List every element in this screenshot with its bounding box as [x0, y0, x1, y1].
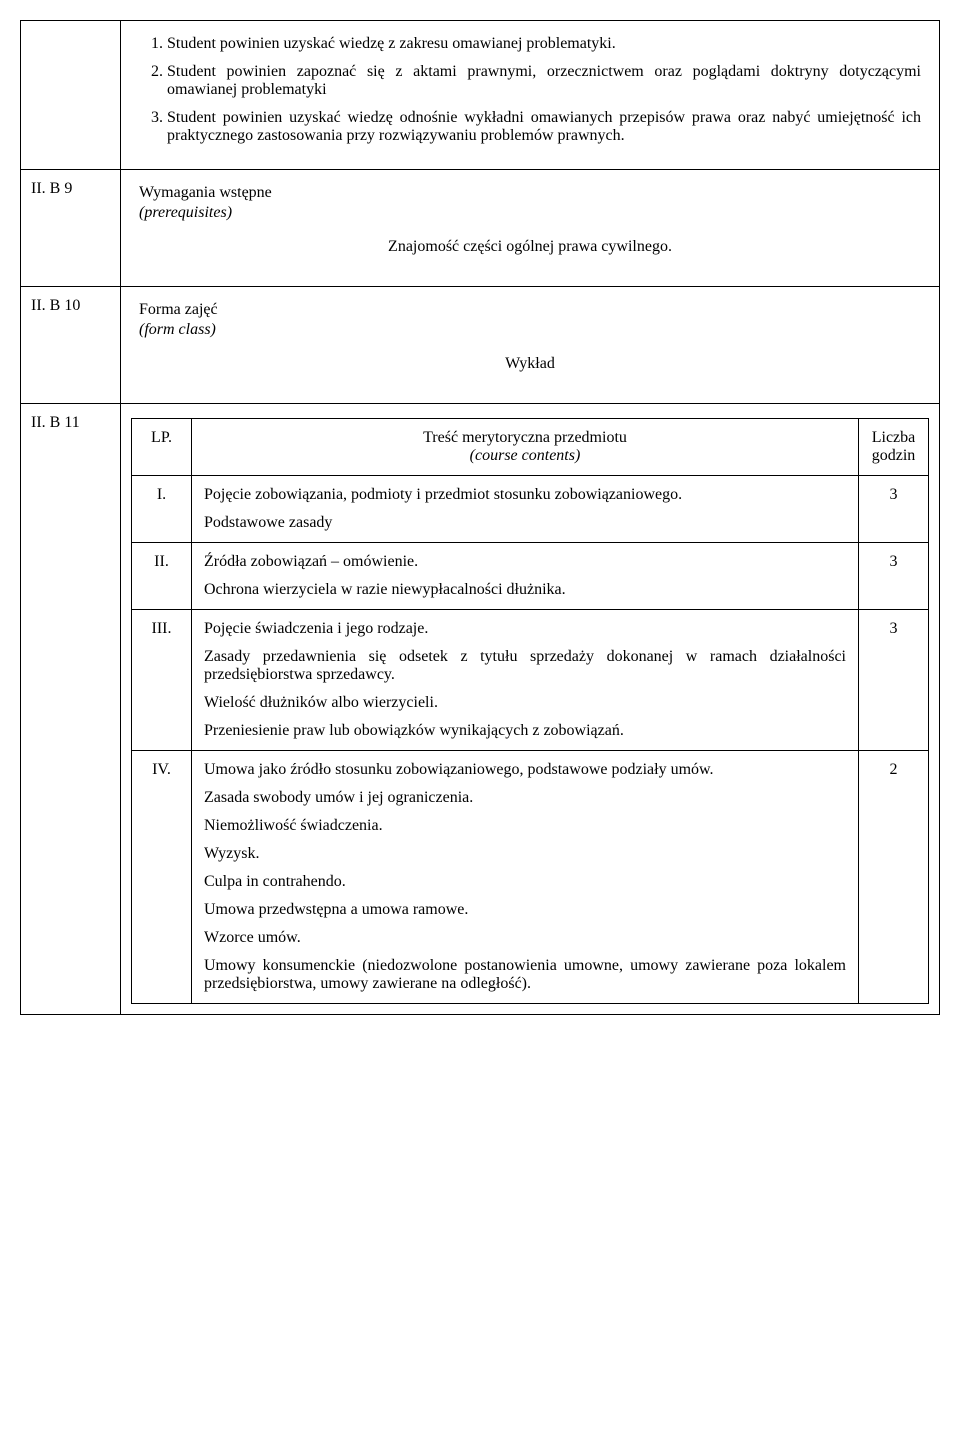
list-item: Student powinien uzyskać wiedzę z zakres…: [167, 35, 921, 53]
list-item: Student powinien uzyskać wiedzę odnośnie…: [167, 109, 921, 145]
table-row: III. Pojęcie świadczenia i jego rodzaje.…: [132, 610, 929, 751]
cell-lp: IV.: [132, 751, 192, 1004]
row-b10-code: II. B 10: [21, 287, 121, 403]
cell-lp: III.: [132, 610, 192, 751]
content-para: Wzorce umów.: [204, 929, 846, 947]
row-b9-code: II. B 9: [21, 170, 121, 286]
cell-hours: 3: [859, 543, 929, 610]
cell-hours: 2: [859, 751, 929, 1004]
cell-content: Pojęcie zobowiązania, podmioty i przedmi…: [192, 476, 859, 543]
table-header-row: LP. Treść merytoryczna przedmiotu (cours…: [132, 419, 929, 476]
row-top-code: [21, 21, 121, 169]
header-lp: LP.: [132, 419, 192, 476]
content-para: Zasady przedawnienia się odsetek z tytuł…: [204, 648, 846, 684]
course-contents-table: LP. Treść merytoryczna przedmiotu (cours…: [131, 418, 929, 1004]
b10-title-en: (form class): [139, 321, 921, 339]
content-para: Wielość dłużników albo wierzycieli.: [204, 694, 846, 712]
row-b9: II. B 9 Wymagania wstępne (prerequisites…: [21, 170, 939, 287]
cell-content: Pojęcie świadczenia i jego rodzaje. Zasa…: [192, 610, 859, 751]
document-table: Student powinien uzyskać wiedzę z zakres…: [20, 20, 940, 1015]
header-content-title: Treść merytoryczna przedmiotu: [204, 429, 846, 447]
content-para: Źródła zobowiązań – omówienie.: [204, 553, 846, 571]
row-b11-content: LP. Treść merytoryczna przedmiotu (cours…: [121, 404, 939, 1014]
cell-hours: 3: [859, 610, 929, 751]
b9-body: Znajomość części ogólnej prawa cywilnego…: [139, 238, 921, 256]
header-content-en: (course contents): [204, 447, 846, 465]
list-item: Student powinien zapoznać się z aktami p…: [167, 63, 921, 99]
content-para: Podstawowe zasady: [204, 514, 846, 532]
content-para: Przeniesienie praw lub obowiązków wynika…: [204, 722, 846, 740]
row-b11-code: II. B 11: [21, 404, 121, 1014]
b10-body: Wykład: [139, 355, 921, 373]
header-hours: Liczba godzin: [859, 419, 929, 476]
content-para: Wyzysk.: [204, 845, 846, 863]
row-top: Student powinien uzyskać wiedzę z zakres…: [21, 21, 939, 170]
table-row: II. Źródła zobowiązań – omówienie. Ochro…: [132, 543, 929, 610]
row-b11: II. B 11 LP. Treść merytoryczna przedmio…: [21, 404, 939, 1014]
cell-hours: 3: [859, 476, 929, 543]
row-top-content: Student powinien uzyskać wiedzę z zakres…: [121, 21, 939, 169]
content-para: Pojęcie zobowiązania, podmioty i przedmi…: [204, 486, 846, 504]
b9-title: Wymagania wstępne: [139, 184, 921, 202]
header-content: Treść merytoryczna przedmiotu (course co…: [192, 419, 859, 476]
table-row: I. Pojęcie zobowiązania, podmioty i prze…: [132, 476, 929, 543]
content-para: Zasada swobody umów i jej ograniczenia.: [204, 789, 846, 807]
content-para: Culpa in contrahendo.: [204, 873, 846, 891]
content-para: Pojęcie świadczenia i jego rodzaje.: [204, 620, 846, 638]
content-para: Umowy konsumenckie (niedozwolone postano…: [204, 957, 846, 993]
content-para: Umowa jako źródło stosunku zobowiązaniow…: [204, 761, 846, 779]
content-para: Ochrona wierzyciela w razie niewypłacaln…: [204, 581, 846, 599]
row-b10: II. B 10 Forma zajęć (form class) Wykład: [21, 287, 939, 404]
content-para: Umowa przedwstępna a umowa ramowe.: [204, 901, 846, 919]
cell-lp: I.: [132, 476, 192, 543]
b9-title-en: (prerequisites): [139, 204, 921, 222]
row-b9-content: Wymagania wstępne (prerequisites) Znajom…: [121, 170, 939, 286]
cell-content: Źródła zobowiązań – omówienie. Ochrona w…: [192, 543, 859, 610]
cell-lp: II.: [132, 543, 192, 610]
row-b10-content: Forma zajęć (form class) Wykład: [121, 287, 939, 403]
table-row: IV. Umowa jako źródło stosunku zobowiąza…: [132, 751, 929, 1004]
objectives-list: Student powinien uzyskać wiedzę z zakres…: [139, 35, 921, 145]
cell-content: Umowa jako źródło stosunku zobowiązaniow…: [192, 751, 859, 1004]
content-para: Niemożliwość świadczenia.: [204, 817, 846, 835]
b10-title: Forma zajęć: [139, 301, 921, 319]
